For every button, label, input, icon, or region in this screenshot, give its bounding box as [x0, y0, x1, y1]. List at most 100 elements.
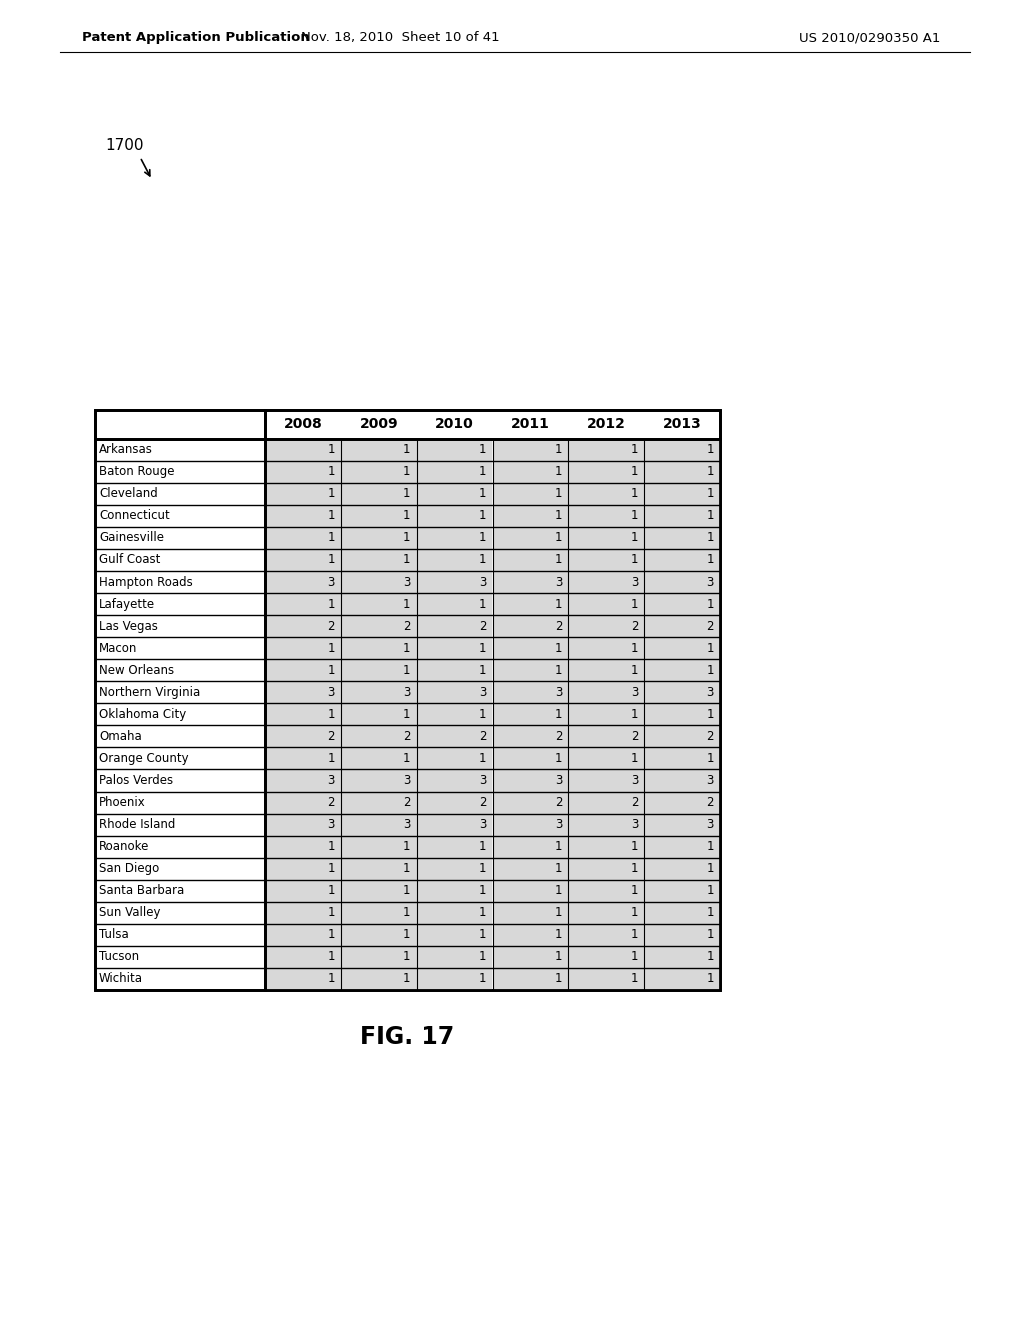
Bar [417, 615, 493, 638]
Text: Tucson: Tucson [99, 950, 139, 964]
Text: 1: 1 [328, 487, 335, 500]
Bar [568, 461, 644, 483]
Bar [341, 726, 417, 747]
Bar [493, 813, 568, 836]
Bar [493, 659, 568, 681]
Text: 1: 1 [403, 862, 411, 875]
Text: 1: 1 [479, 487, 486, 500]
Text: 1: 1 [707, 950, 714, 964]
Bar [568, 593, 644, 615]
Text: Omaha: Omaha [99, 730, 141, 743]
Text: 1: 1 [555, 840, 562, 853]
Bar [644, 770, 720, 792]
Text: 1: 1 [403, 907, 411, 919]
Bar [341, 792, 417, 813]
Bar [493, 615, 568, 638]
Text: 1700: 1700 [105, 137, 143, 153]
Text: 3: 3 [403, 686, 411, 698]
Bar [644, 704, 720, 726]
Text: 1: 1 [631, 884, 638, 898]
Text: 1: 1 [707, 532, 714, 544]
Bar [644, 681, 720, 704]
Bar [417, 593, 493, 615]
Bar [644, 792, 720, 813]
Text: 1: 1 [631, 664, 638, 677]
Bar [341, 902, 417, 924]
Text: Patent Application Publication: Patent Application Publication [82, 32, 309, 45]
Text: 1: 1 [479, 862, 486, 875]
Bar [568, 792, 644, 813]
Bar [341, 438, 417, 461]
Text: 3: 3 [707, 686, 714, 698]
Bar [568, 483, 644, 504]
Bar [265, 549, 341, 572]
Bar [417, 638, 493, 659]
Text: 2: 2 [403, 619, 411, 632]
Text: 1: 1 [631, 598, 638, 611]
Bar [644, 858, 720, 879]
Text: New Orleans: New Orleans [99, 664, 174, 677]
Bar [417, 659, 493, 681]
Bar [568, 572, 644, 593]
Bar [265, 527, 341, 549]
Bar [493, 968, 568, 990]
Text: 1: 1 [328, 510, 335, 523]
Text: 1: 1 [479, 465, 486, 478]
Bar [265, 968, 341, 990]
Text: 1: 1 [707, 510, 714, 523]
Text: 1: 1 [328, 752, 335, 766]
Bar [493, 726, 568, 747]
Bar [265, 504, 341, 527]
Bar [493, 527, 568, 549]
Text: US 2010/0290350 A1: US 2010/0290350 A1 [799, 32, 940, 45]
Text: 1: 1 [555, 444, 562, 457]
Text: 2: 2 [403, 796, 411, 809]
Text: 1: 1 [555, 642, 562, 655]
Text: 3: 3 [631, 818, 638, 832]
Text: Rhode Island: Rhode Island [99, 818, 175, 832]
Bar [644, 968, 720, 990]
Text: 1: 1 [403, 444, 411, 457]
Text: 1: 1 [707, 553, 714, 566]
Bar [493, 902, 568, 924]
Bar [644, 836, 720, 858]
Bar [644, 504, 720, 527]
Bar [493, 504, 568, 527]
Text: 1: 1 [403, 752, 411, 766]
Bar [568, 638, 644, 659]
Text: 1: 1 [555, 950, 562, 964]
Text: 3: 3 [707, 576, 714, 589]
Text: 1: 1 [328, 907, 335, 919]
Text: 1: 1 [328, 664, 335, 677]
Text: Orange County: Orange County [99, 752, 188, 766]
Text: 2: 2 [631, 730, 638, 743]
Text: 1: 1 [403, 532, 411, 544]
Bar [341, 858, 417, 879]
Bar [341, 747, 417, 770]
Text: 3: 3 [403, 576, 411, 589]
Bar [341, 681, 417, 704]
Bar [341, 504, 417, 527]
Text: 1: 1 [479, 752, 486, 766]
Text: 3: 3 [328, 818, 335, 832]
Bar [568, 549, 644, 572]
Text: Palos Verdes: Palos Verdes [99, 774, 173, 787]
Text: 2: 2 [555, 796, 562, 809]
Bar [265, 438, 341, 461]
Text: 1: 1 [631, 950, 638, 964]
Text: 1: 1 [631, 928, 638, 941]
Text: 3: 3 [631, 686, 638, 698]
Text: 1: 1 [707, 708, 714, 721]
Bar [493, 461, 568, 483]
Text: 1: 1 [707, 444, 714, 457]
Text: 1: 1 [555, 708, 562, 721]
Text: 3: 3 [479, 686, 486, 698]
Text: 3: 3 [707, 818, 714, 832]
Bar [417, 924, 493, 946]
Text: 1: 1 [403, 553, 411, 566]
Bar [417, 770, 493, 792]
Bar [95, 411, 720, 990]
Text: 1: 1 [631, 444, 638, 457]
Bar [493, 681, 568, 704]
Text: 1: 1 [631, 840, 638, 853]
